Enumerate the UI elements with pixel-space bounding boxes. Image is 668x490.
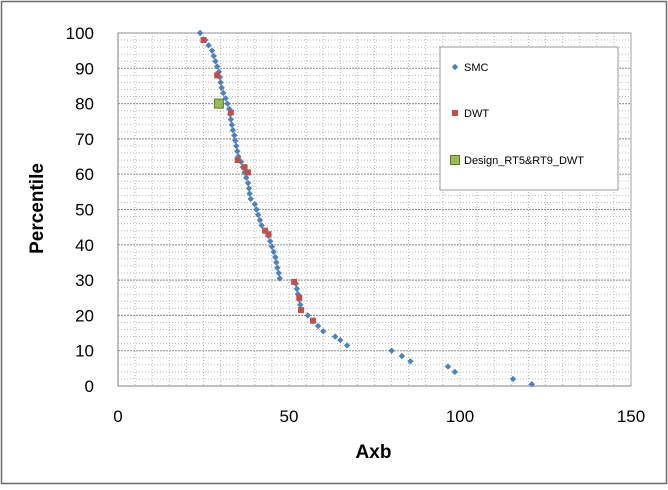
series-1-point [241, 169, 248, 176]
series-2-point [227, 109, 234, 116]
series-1-point [407, 358, 414, 365]
series-1-point [293, 285, 301, 293]
series-1-point [304, 312, 312, 319]
y-tick-label: 90 [75, 59, 94, 78]
legend-label: DWT [464, 108, 489, 120]
series-2-point [297, 307, 304, 314]
series-2-point [234, 157, 241, 164]
series-1-point [343, 342, 351, 349]
series-2-point [244, 169, 251, 176]
series-1-point [268, 243, 276, 250]
series-1-point [251, 201, 258, 208]
series-1-point [337, 336, 344, 344]
series-1-point [217, 79, 224, 86]
series-2-point [309, 317, 316, 324]
series-1-point [213, 63, 221, 70]
series-1-point [225, 105, 233, 113]
series-2-point [241, 164, 248, 171]
legend-box [439, 46, 619, 191]
y-tick-label: 20 [75, 306, 94, 325]
legend-marker [451, 63, 459, 71]
series-1-point [233, 142, 240, 150]
y-tick-label: 80 [75, 95, 94, 114]
series-1-point [273, 259, 280, 266]
x-tick-label: 150 [617, 407, 645, 426]
series-1-point [528, 381, 536, 388]
series-1-point [398, 352, 406, 360]
series-1-point [255, 211, 262, 218]
series-1-point [232, 137, 239, 144]
series-1-point [196, 29, 204, 37]
x-tick-label: 50 [280, 407, 299, 426]
y-tick-label: 40 [75, 236, 94, 255]
series-1-point [210, 52, 217, 60]
series-2-point [291, 278, 298, 285]
y-tick-label: 100 [66, 24, 94, 43]
series-1-point [275, 269, 282, 277]
y-tick-label: 30 [75, 271, 94, 290]
series-1-point [222, 95, 229, 102]
x-axis-title: Axb [356, 442, 392, 463]
legend-label: Design_RT5&RT9_DWT [464, 155, 584, 167]
series-1-point [208, 47, 216, 54]
series-1-point [266, 238, 274, 245]
series-1-point [509, 375, 517, 383]
series-1-point [451, 368, 459, 376]
series-1-point [314, 322, 322, 330]
x-tick-label: 0 [113, 407, 122, 426]
axes: 0 10 20 30 40 50 60 70 80 90 100 0 50 100 150 Axb Percen… [27, 24, 645, 463]
series-2-point [262, 227, 269, 234]
series-2-point [214, 72, 221, 79]
legend-marker [450, 155, 460, 165]
series-1-point [247, 195, 254, 203]
series-1-point [231, 132, 238, 139]
series-1-point [227, 116, 235, 123]
y-axis-title: Percentile [27, 163, 48, 254]
y-tick-label: 0 [85, 377, 94, 396]
series-1-point [331, 333, 339, 340]
series-1-point [224, 100, 231, 107]
series-1-point [229, 126, 237, 134]
series-1-point [444, 363, 452, 370]
series-1-point [270, 248, 277, 256]
y-tick-label: 70 [75, 130, 94, 149]
series-1-point [234, 148, 241, 155]
series-1-point [253, 206, 260, 213]
legend-label: SMC [464, 62, 489, 74]
series-1-point [258, 222, 265, 229]
series-1-point [245, 185, 253, 192]
series-1-point [276, 275, 283, 282]
y-tick-label: 60 [75, 165, 94, 184]
series-1-point [220, 89, 227, 97]
series-1-point [205, 42, 212, 49]
series-1-point [320, 328, 327, 335]
series-1-point [218, 84, 225, 91]
legend-marker [452, 110, 458, 116]
series-1-point [388, 347, 395, 354]
x-tick-label: 100 [446, 407, 474, 426]
legend: SMC DWT Design_RT5&RT9_DWT [439, 46, 619, 191]
series-1-point [272, 253, 279, 261]
series-3-point [213, 98, 224, 109]
series-2-point [265, 231, 272, 238]
data-points [196, 29, 536, 388]
y-tick-label: 50 [75, 201, 94, 220]
series-1-point [212, 58, 219, 65]
series-1-point [256, 216, 264, 224]
series-1-point [274, 264, 281, 271]
series-1-point [244, 179, 252, 187]
series-1-point [246, 190, 253, 197]
series-1-point [243, 174, 250, 181]
series-1-point [297, 301, 304, 309]
series-1-point [228, 121, 236, 128]
y-tick-label: 10 [75, 342, 94, 361]
series-2-point [200, 37, 207, 44]
series-2-point [296, 294, 303, 301]
